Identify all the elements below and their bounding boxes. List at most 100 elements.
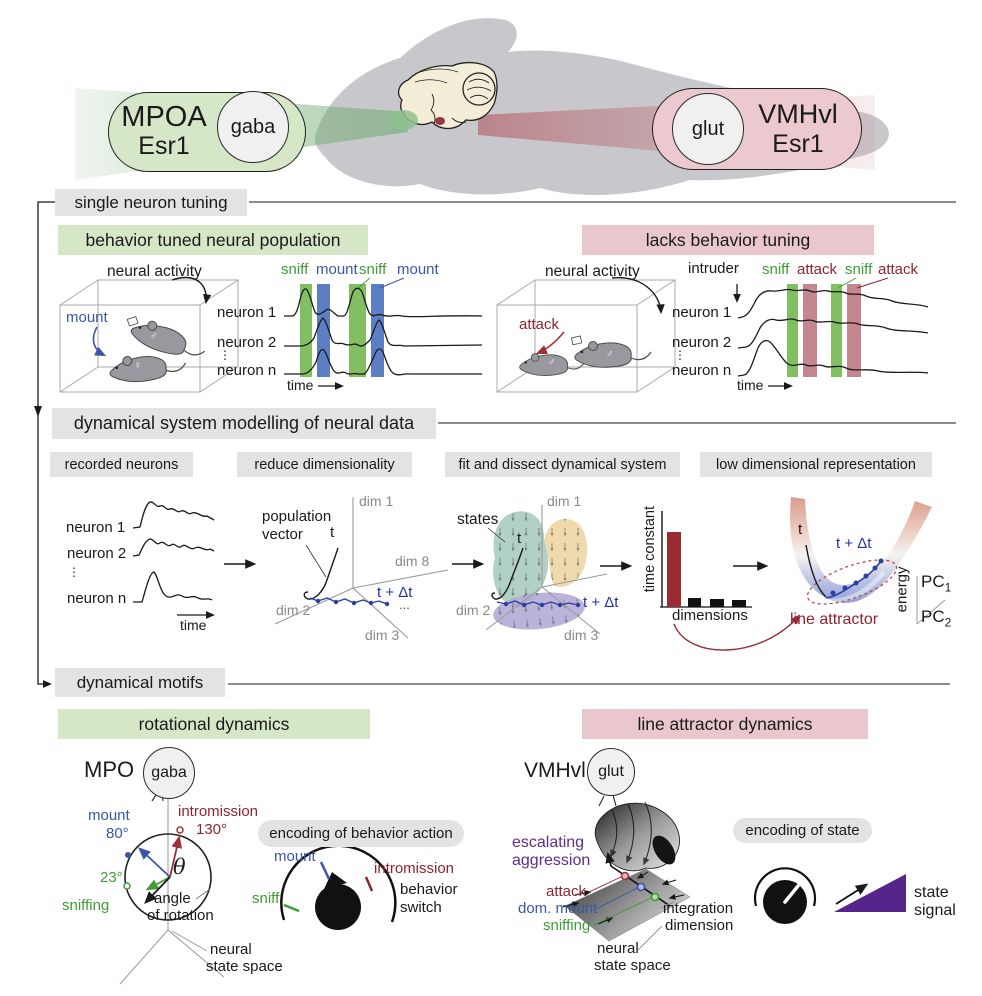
energy-label: energy <box>893 566 911 613</box>
subpanel-recorded-neurons: recorded neurons <box>50 452 193 477</box>
tuned-time-label: time <box>287 377 314 393</box>
state-signal-ramp <box>834 874 906 912</box>
bar <box>667 532 681 607</box>
tuned-epoch-bands <box>300 277 405 377</box>
att-space-label-1: neural <box>597 940 639 957</box>
escalating-label-2: aggression <box>512 852 591 869</box>
rot-sniff-deg: 23° <box>100 869 123 886</box>
epoch-attack-r1: attack <box>797 261 838 278</box>
untuned-panel-title: lacks behavior tuning <box>582 225 874 255</box>
gaba-circle: gaba <box>217 91 289 163</box>
behavior-switch-label-2: switch <box>400 899 442 916</box>
behavior-switch-label-1: behavior <box>400 881 458 898</box>
tuned-neuron2-label: neuron 2 <box>217 334 277 351</box>
plane-sniffing-label: sniffing <box>543 917 591 934</box>
attractor-ellipse <box>806 559 898 605</box>
line-attractor-label: line attractor <box>790 611 879 628</box>
time-constant-chart <box>660 511 752 608</box>
section-dynamical-modelling: dynamical system modelling of neural dat… <box>52 408 436 439</box>
female-symbol: ♀ <box>134 360 142 371</box>
male-symbol-1: ♂ <box>548 357 556 368</box>
untuned-cage <box>496 279 676 393</box>
t-label-fit: t <box>517 530 522 547</box>
bar <box>688 598 701 607</box>
gaba-small-label: gaba <box>151 764 187 782</box>
time-constant-label: time constant <box>641 505 658 593</box>
plane-dom-mount-label: dom. mount <box>518 900 598 917</box>
tuned-neural-activity-arrow <box>171 277 212 305</box>
untuned-neural-activity-label: neural activity <box>545 263 640 280</box>
rot-space-label-1: neural <box>210 941 252 958</box>
epoch-sniff-2: sniff <box>359 261 387 278</box>
pc1-label: PC1 <box>921 572 951 595</box>
tuned-panel-title: behavior tuned neural population <box>58 225 368 255</box>
untuned-neural-activity-arrow <box>611 277 665 315</box>
escalating-label-1: escalating <box>512 834 585 851</box>
gaba-circle-small: gaba <box>143 747 195 799</box>
fit-trajectory-future <box>496 600 581 608</box>
encoding-state-pill: encoding of state <box>733 818 872 843</box>
untuned-mice <box>519 335 652 377</box>
subpanel-label: reduce dimensionality <box>254 456 395 473</box>
t-label-pca: t <box>330 524 335 541</box>
panel-title-label: lacks behavior tuning <box>645 229 811 250</box>
untuned-epoch-bands <box>787 277 889 377</box>
section-single-neuron-tuning: single neuron tuning <box>55 189 247 216</box>
epoch-sniff-1: sniff <box>281 261 309 278</box>
section-label: single neuron tuning <box>74 192 228 212</box>
tuned-neuron1-label: neuron 1 <box>217 304 277 321</box>
dim2-label-pca: dim 2 <box>276 602 311 618</box>
rec-neuron1-label: neuron 1 <box>66 519 126 536</box>
rec-time-label: time <box>180 617 207 633</box>
untuned-neuronn-label: neuron n <box>672 362 732 379</box>
rec-dots: ⋮ <box>68 565 80 579</box>
glut-circle-small: glut <box>587 748 635 796</box>
angle-pointer <box>195 888 211 900</box>
male-symbol: ♂ <box>150 331 158 342</box>
brain-illustration <box>388 61 498 130</box>
mpo-label: MPO <box>84 757 135 782</box>
dim3-label-pca: dim 3 <box>365 627 400 643</box>
dim8-label-pca: dim 8 <box>395 553 430 569</box>
untuned-dots: ⋮ <box>674 348 686 362</box>
rec-neuronn-label: neuron n <box>67 590 127 607</box>
ellipsis-pca: ... <box>399 597 410 612</box>
recorded-traces <box>132 501 215 603</box>
rotational-panel-title: rotational dynamics <box>58 709 370 739</box>
attack-label: attack <box>519 316 560 333</box>
valley-trajectory-past <box>805 544 827 598</box>
mount-arrow <box>92 326 107 357</box>
angle-label-2: of rotation <box>147 907 214 924</box>
pc2-label: PC2 <box>921 607 951 630</box>
vmhvl-gene-label: Esr1 <box>772 130 824 158</box>
rot-mount-deg: 80° <box>106 825 129 842</box>
dial-intro-label: intromission <box>374 860 455 877</box>
tuned-neural-activity-label: neural activity <box>107 263 202 280</box>
pc1-sub: 1 <box>944 580 952 595</box>
attack-arrow <box>535 331 565 354</box>
epoch-mount-1: mount <box>316 261 358 278</box>
tdt-label-valley: t + Δt <box>836 535 872 552</box>
subpanel-label: low dimensional representation <box>716 456 916 473</box>
subpanel-reduce-dimensionality: reduce dimensionality <box>237 452 412 477</box>
plane-attack-label: attack <box>546 883 587 900</box>
attractor-tube <box>594 801 680 872</box>
axis-break-marks-2 <box>598 794 617 807</box>
state-blobs <box>493 511 588 630</box>
rec-neuron2-label: neuron 2 <box>67 545 127 562</box>
encoding-behavior-pill: encoding of behavior action <box>258 820 464 847</box>
panel-title-label: rotational dynamics <box>138 713 290 734</box>
rot-intro-deg: 130° <box>196 821 228 838</box>
state-signal-label-1: state <box>914 884 949 901</box>
dim1-label-fit: dim 1 <box>547 493 582 509</box>
fit-axes <box>485 505 608 635</box>
angle-label-1: angle <box>154 890 191 907</box>
section-label: dynamical motifs <box>76 672 204 692</box>
rot-sniffing-label: sniffing <box>62 897 110 914</box>
subpanel-fit-dissect: fit and dissect dynamical system <box>445 452 680 477</box>
bar <box>710 599 724 607</box>
glut-circle: glut <box>672 93 744 165</box>
glut-label: glut <box>691 117 725 140</box>
state-dial <box>753 867 817 924</box>
